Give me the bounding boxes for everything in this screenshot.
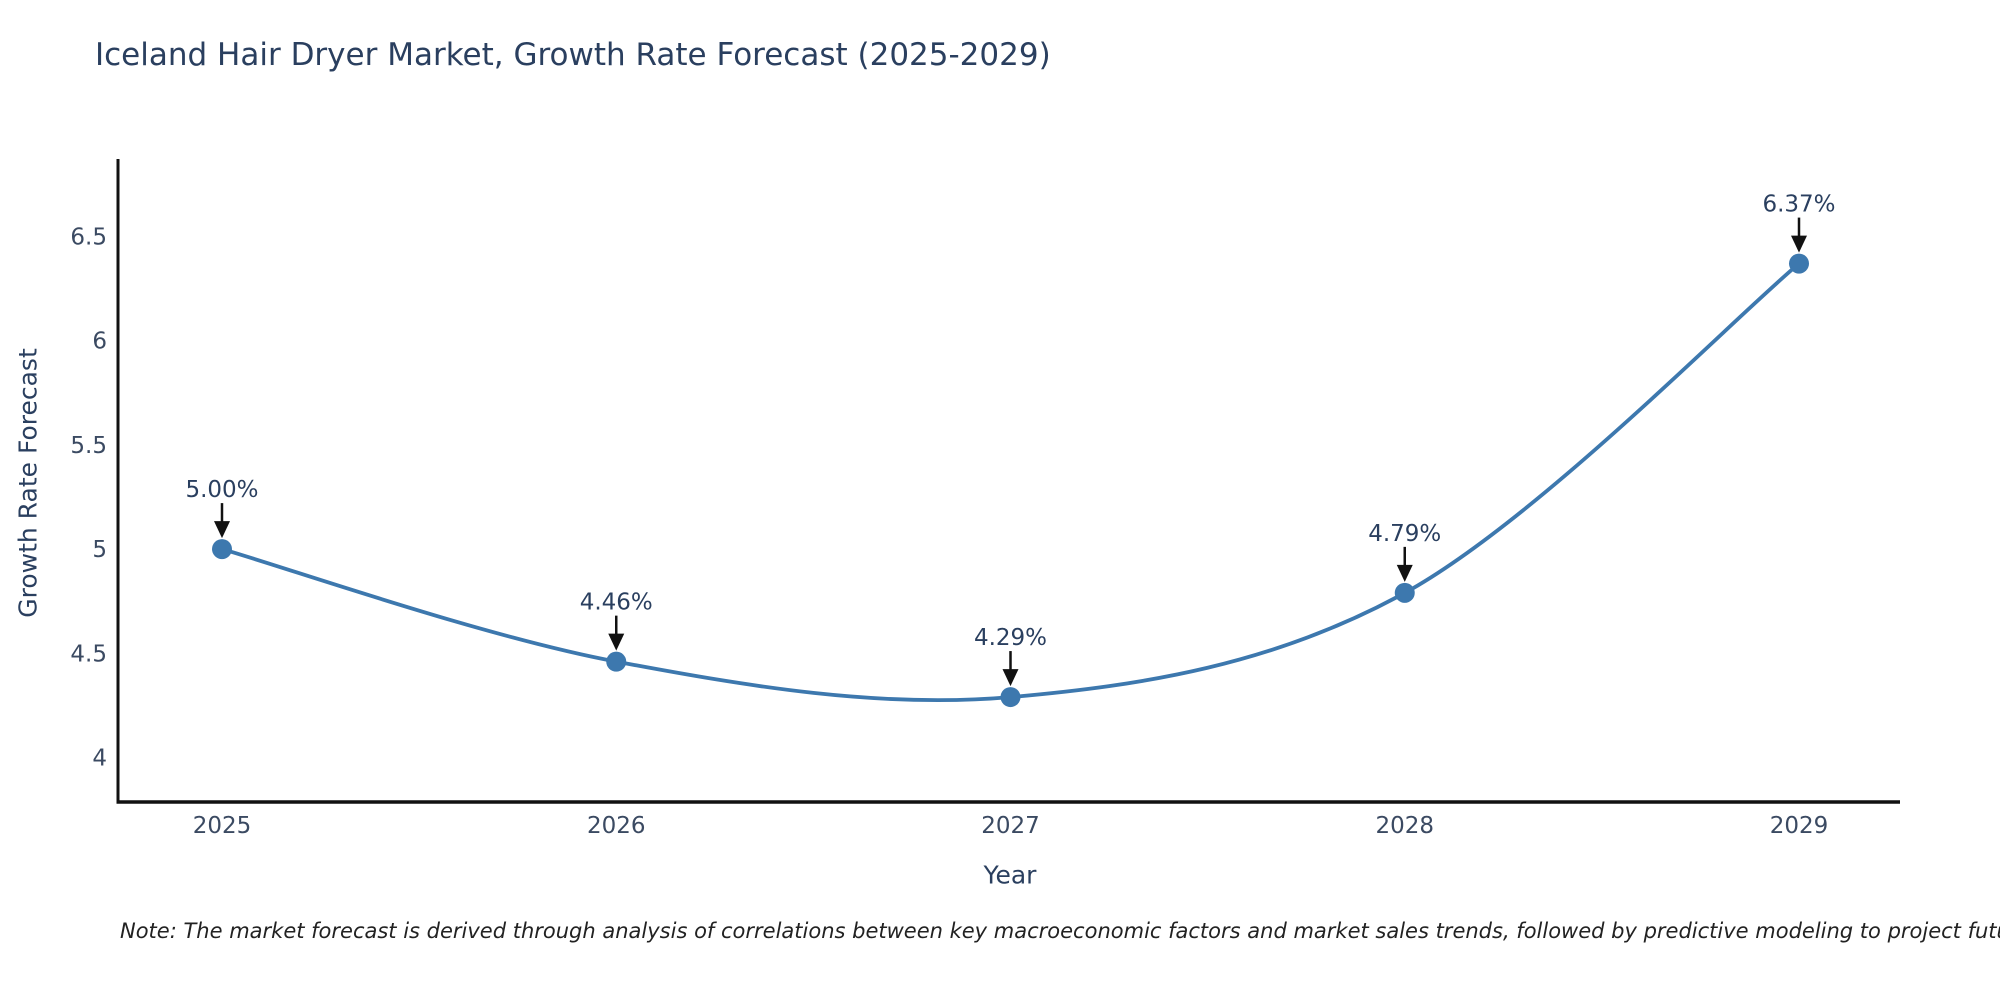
y-tick-label: 6.5 xyxy=(70,225,107,251)
point-label: 4.79% xyxy=(1368,521,1441,547)
x-tick-label: 2026 xyxy=(587,813,646,839)
x-tick-label: 2029 xyxy=(1770,813,1829,839)
x-tick-label: 2028 xyxy=(1375,813,1434,839)
point-label: 4.46% xyxy=(580,590,653,616)
point-label: 4.29% xyxy=(974,625,1047,651)
footnote: Note: The market forecast is derived thr… xyxy=(120,919,2000,943)
x-tick-label: 2025 xyxy=(193,813,252,839)
y-tick-label: 4.5 xyxy=(70,641,107,667)
y-tick-label: 5 xyxy=(92,537,107,563)
annotation-arrowhead xyxy=(1791,235,1807,253)
annotation-arrowhead xyxy=(1002,669,1019,687)
annotation-arrowhead xyxy=(608,633,625,651)
data-point-2027[interactable] xyxy=(1000,687,1021,708)
y-axis-title: Growth Rate Forecast xyxy=(13,348,43,618)
x-axis-title: Year xyxy=(983,860,1037,890)
data-point-2028[interactable] xyxy=(1394,582,1415,603)
x-tick-label: 2027 xyxy=(981,813,1040,839)
chart-title: Iceland Hair Dryer Market, Growth Rate F… xyxy=(95,37,1051,73)
data-point-2029[interactable] xyxy=(1789,253,1809,274)
point-label: 5.00% xyxy=(185,477,258,503)
y-tick-label: 6 xyxy=(92,329,107,355)
point-label: 6.37% xyxy=(1762,192,1835,218)
annotation-arrowhead xyxy=(214,521,230,539)
annotation-arrowhead xyxy=(1396,564,1413,582)
data-point-2026[interactable] xyxy=(606,651,627,672)
data-point-2025[interactable] xyxy=(212,539,232,560)
y-tick-label: 4 xyxy=(92,746,107,772)
y-tick-label: 5.5 xyxy=(70,433,107,459)
